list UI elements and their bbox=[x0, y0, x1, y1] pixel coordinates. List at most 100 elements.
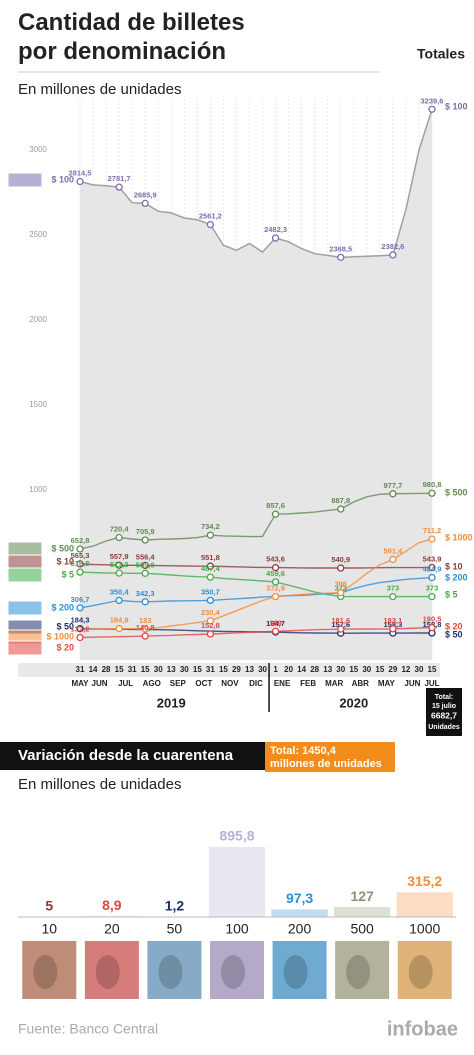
value-label: 306,7 bbox=[71, 595, 90, 604]
x-tick-label: 14 bbox=[297, 665, 306, 674]
point bbox=[141, 632, 149, 640]
point bbox=[428, 489, 436, 497]
value-label: 315,2 bbox=[407, 873, 442, 889]
subtitle: En millones de unidades bbox=[18, 776, 181, 793]
legend-label: $ 50 bbox=[445, 629, 463, 639]
bill-portrait bbox=[346, 955, 371, 989]
legend-label: $ 10 bbox=[445, 561, 463, 571]
x-tick-label: 30 bbox=[154, 665, 163, 674]
value-label: 350,4 bbox=[110, 587, 130, 596]
bill-image bbox=[272, 941, 327, 999]
value-label: 705,9 bbox=[136, 527, 155, 536]
bill-portrait bbox=[221, 955, 245, 989]
point bbox=[206, 562, 215, 570]
section-header bbox=[0, 742, 265, 770]
value-label: 977,7 bbox=[383, 481, 402, 490]
value-label: 164,7 bbox=[266, 619, 285, 628]
value-label: 720,4 bbox=[110, 525, 130, 534]
legend-label: $ 20 bbox=[56, 642, 74, 652]
point bbox=[206, 573, 215, 581]
bill-image bbox=[84, 941, 139, 999]
point bbox=[337, 253, 345, 262]
value-label: 190,5 bbox=[423, 615, 442, 624]
x-tick-label: 1 bbox=[273, 665, 278, 674]
point bbox=[271, 510, 280, 518]
value-label: 373 bbox=[426, 584, 439, 593]
x-tick-label: 15 bbox=[141, 665, 150, 674]
value-label: 516,8 bbox=[71, 559, 90, 568]
value-label: 183,1 bbox=[383, 616, 402, 625]
value-label: 140,8 bbox=[136, 623, 155, 632]
x-tick-label: 29 bbox=[232, 665, 241, 674]
bill-image bbox=[147, 941, 202, 999]
x-tick-label: 50 bbox=[167, 921, 183, 937]
legend-label: $ 500 bbox=[445, 487, 468, 497]
month: MAY bbox=[71, 679, 89, 688]
value-label: 895,8 bbox=[219, 828, 254, 844]
legend-label: $ 200 bbox=[445, 572, 468, 582]
value-label: 2685,9 bbox=[134, 190, 157, 199]
month: JUN bbox=[404, 679, 420, 688]
point bbox=[76, 604, 84, 612]
bill-icon bbox=[7, 172, 43, 188]
x-tick-label: 15 bbox=[193, 665, 202, 674]
title: Cantidad de billetes por denominación bbox=[18, 9, 245, 65]
year: 2019 bbox=[157, 695, 186, 710]
month: ENE bbox=[274, 679, 291, 688]
point bbox=[428, 105, 436, 113]
bill-portrait bbox=[95, 955, 120, 989]
value-label: 711,2 bbox=[423, 526, 441, 535]
value-label: 2368,5 bbox=[329, 244, 352, 253]
value-label: 1,2 bbox=[165, 898, 185, 914]
value-label: 2781,7 bbox=[108, 174, 131, 183]
x-tick-label: 14 bbox=[89, 665, 98, 674]
x-tick-label: 30 bbox=[258, 665, 267, 674]
point bbox=[115, 533, 123, 542]
value-label: 980,8 bbox=[423, 480, 442, 489]
x-tick-label: 15 bbox=[375, 665, 384, 674]
legend-label: $ 1000 bbox=[445, 532, 473, 542]
month: SEP bbox=[170, 679, 187, 688]
value-label: 2382,6 bbox=[381, 242, 404, 251]
bill-portrait bbox=[408, 955, 433, 989]
value-label: 373 bbox=[387, 584, 400, 593]
x-tick-label: 29 bbox=[388, 665, 397, 674]
line bbox=[79, 109, 433, 259]
line bbox=[79, 576, 433, 609]
value-label: 3239,6 bbox=[421, 96, 444, 105]
total-box-text: Unidades bbox=[428, 724, 460, 731]
month: JUL bbox=[424, 679, 439, 688]
point bbox=[271, 592, 280, 601]
x-tick-label: 30 bbox=[415, 665, 424, 674]
point bbox=[206, 531, 215, 539]
month: ABR bbox=[352, 679, 370, 688]
line bbox=[79, 571, 432, 598]
value-label: 543,9 bbox=[423, 555, 442, 564]
point bbox=[115, 624, 123, 633]
value-label: 484,9 bbox=[423, 565, 442, 574]
value-label: 183 bbox=[139, 616, 152, 625]
value-label: 557,9 bbox=[110, 552, 129, 561]
value-label: 8,9 bbox=[102, 897, 122, 913]
month: AGO bbox=[143, 679, 161, 688]
value-label: 2814,5 bbox=[69, 169, 92, 178]
value-label: 152,8 bbox=[201, 621, 220, 630]
value-label: 350,7 bbox=[201, 587, 220, 596]
value-label: 97,3 bbox=[286, 890, 313, 906]
value-label: 181,6 bbox=[331, 616, 350, 625]
value-label: 511,2 bbox=[110, 560, 128, 569]
legend-label: $ 5 bbox=[445, 589, 458, 599]
y-tick-label: 1000 bbox=[29, 485, 47, 494]
x-tick-label: 100 bbox=[225, 921, 249, 937]
total-box bbox=[426, 688, 462, 736]
bill-icon bbox=[7, 567, 43, 583]
point bbox=[206, 630, 215, 638]
point bbox=[389, 555, 397, 564]
x-tick-label: 10 bbox=[41, 921, 57, 937]
month: NOV bbox=[221, 679, 239, 688]
bar bbox=[396, 892, 453, 917]
line bbox=[79, 538, 433, 631]
point bbox=[271, 563, 280, 572]
value-label: 487,4 bbox=[201, 564, 221, 573]
legend-label: $ 50 bbox=[56, 621, 74, 631]
